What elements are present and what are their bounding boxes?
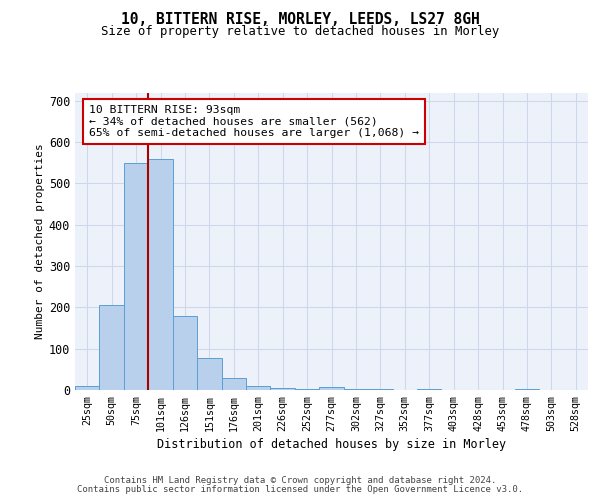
Bar [368, 389, 392, 390]
Bar [246, 386, 271, 390]
X-axis label: Distribution of detached houses by size in Morley: Distribution of detached houses by size … [157, 438, 506, 451]
Text: 10 BITTERN RISE: 93sqm
← 34% of detached houses are smaller (562)
65% of semi-de: 10 BITTERN RISE: 93sqm ← 34% of detached… [89, 105, 419, 138]
Text: 10, BITTERN RISE, MORLEY, LEEDS, LS27 8GH: 10, BITTERN RISE, MORLEY, LEEDS, LS27 8G… [121, 12, 479, 28]
Text: Contains public sector information licensed under the Open Government Licence v3: Contains public sector information licen… [77, 485, 523, 494]
Text: Contains HM Land Registry data © Crown copyright and database right 2024.: Contains HM Land Registry data © Crown c… [104, 476, 496, 485]
Bar [344, 389, 368, 390]
Y-axis label: Number of detached properties: Number of detached properties [35, 144, 44, 339]
Bar [148, 160, 173, 390]
Bar [197, 358, 221, 390]
Bar [271, 388, 295, 390]
Bar [319, 386, 344, 390]
Bar [75, 386, 100, 390]
Bar [417, 389, 442, 390]
Bar [221, 378, 246, 390]
Bar [173, 316, 197, 390]
Bar [124, 162, 148, 390]
Bar [295, 389, 319, 390]
Text: Size of property relative to detached houses in Morley: Size of property relative to detached ho… [101, 25, 499, 38]
Bar [100, 306, 124, 390]
Bar [515, 389, 539, 390]
